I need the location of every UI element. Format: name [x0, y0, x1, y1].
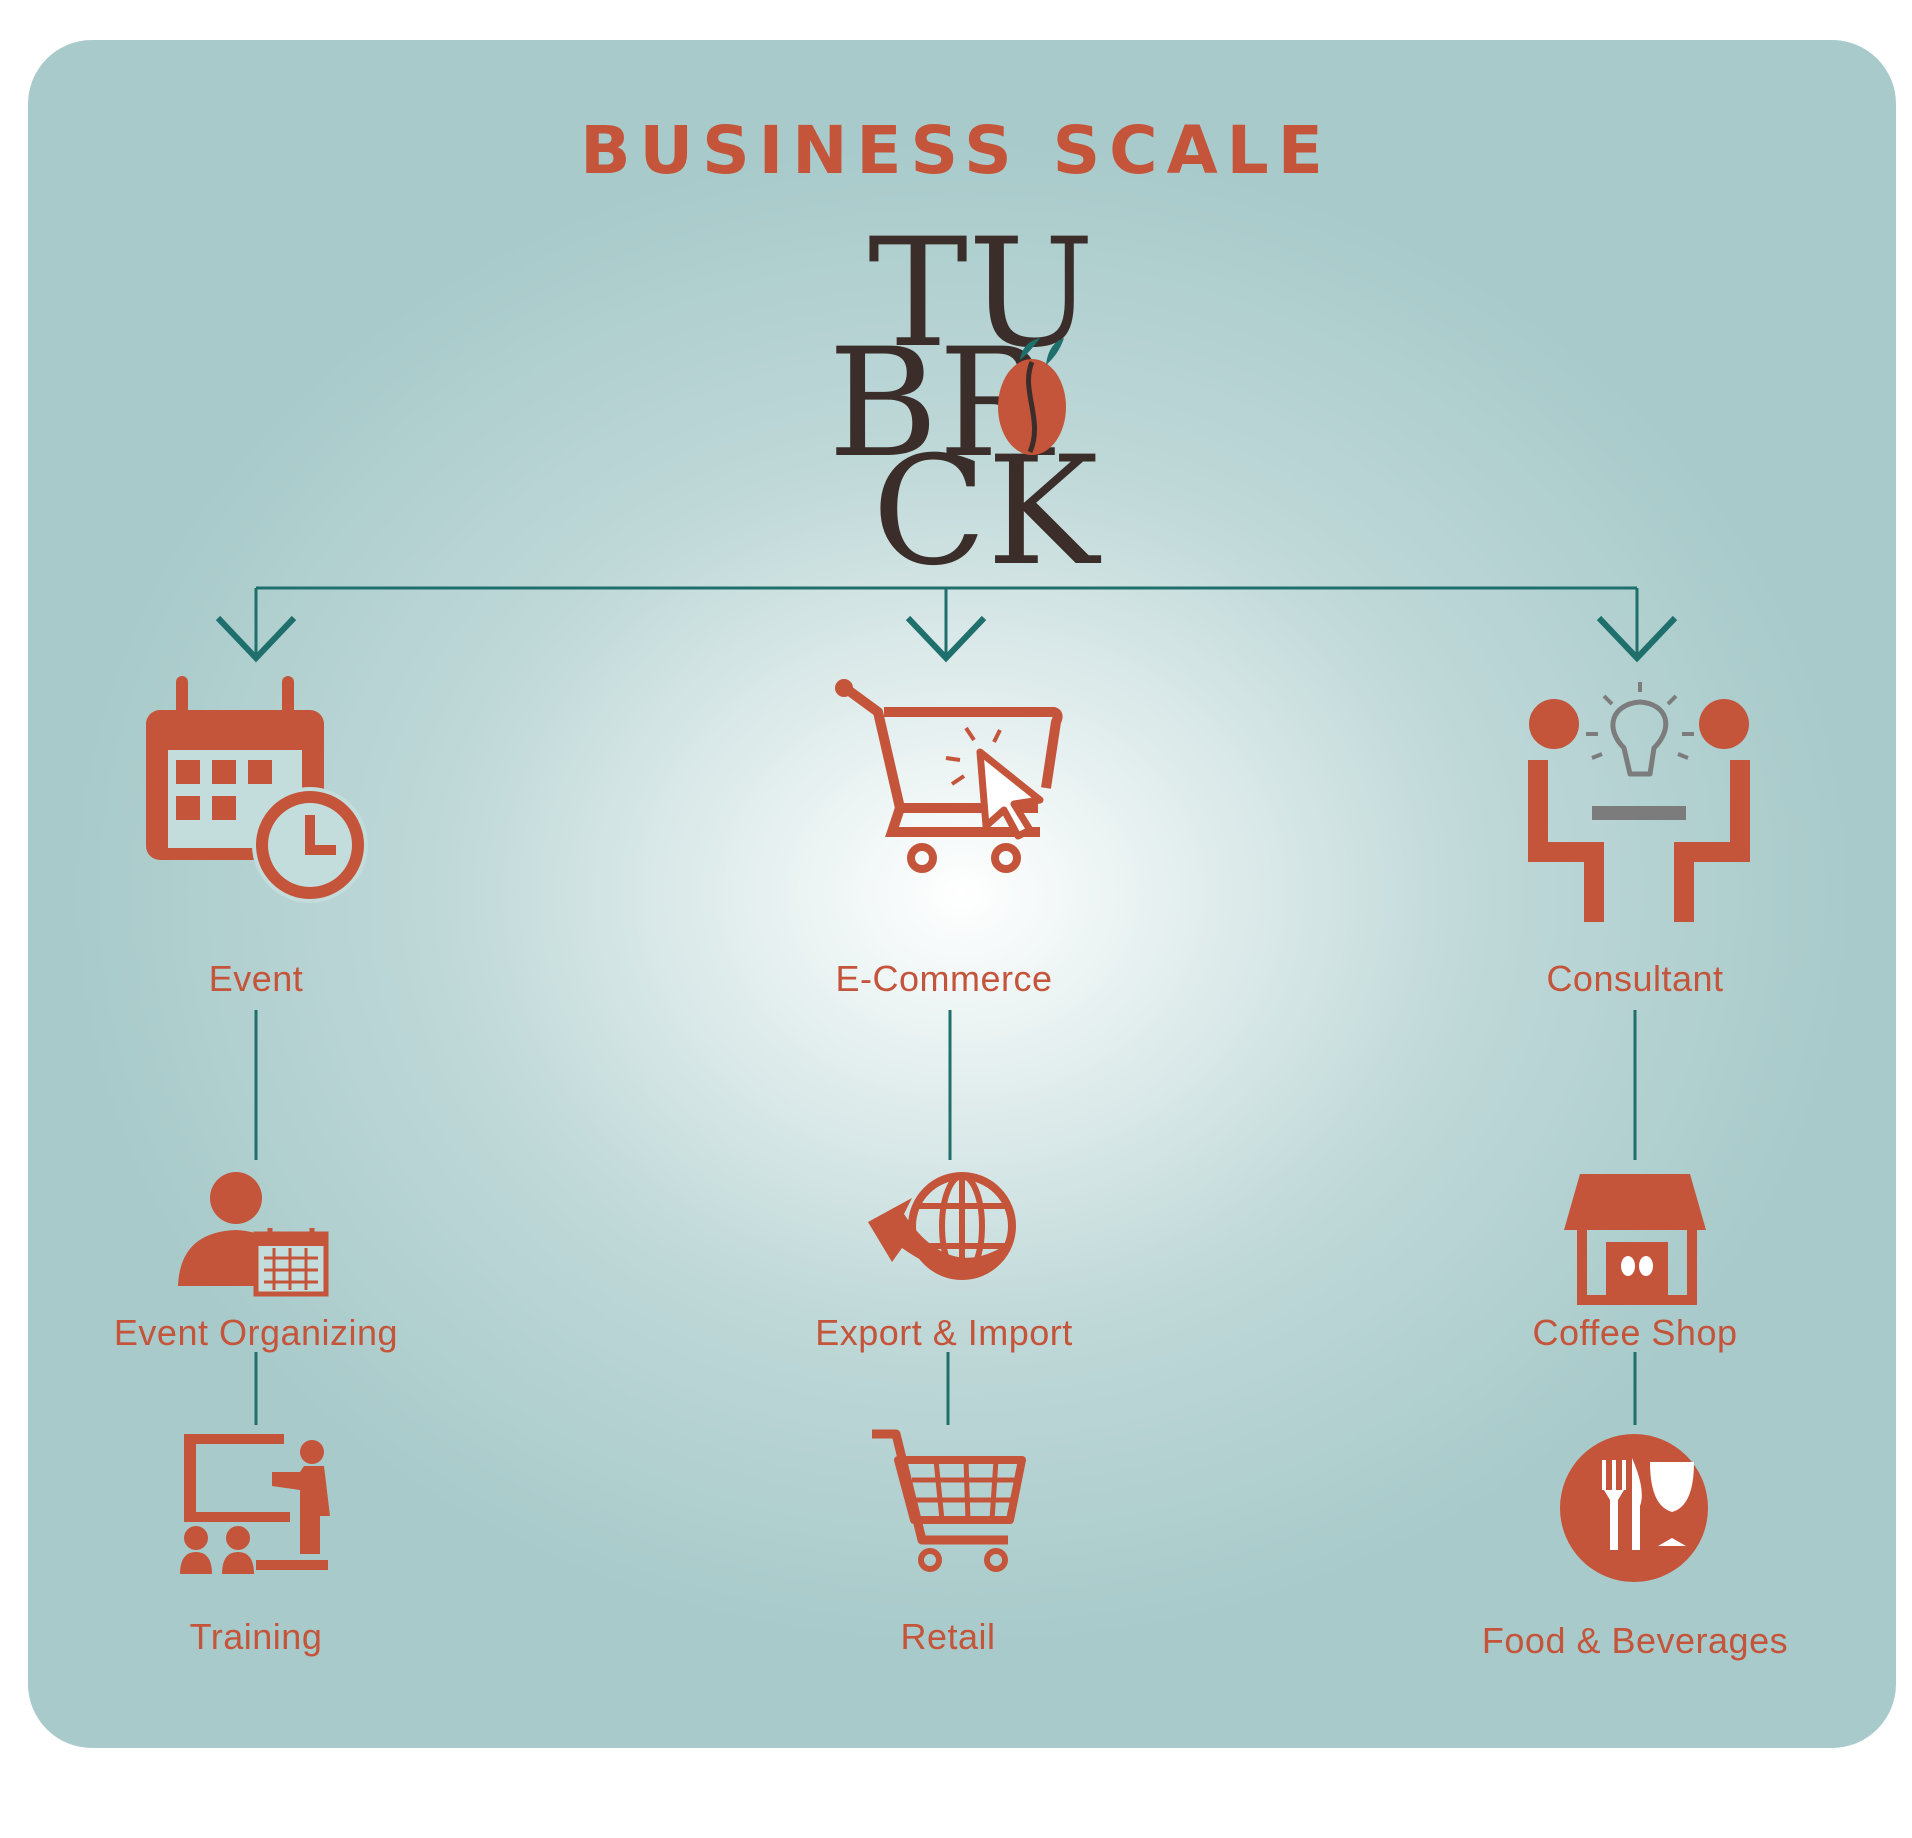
- label-training: Training: [189, 1616, 323, 1657]
- label-e-commerce: E-Commerce: [835, 958, 1053, 999]
- label-consultant: Consultant: [1546, 958, 1724, 999]
- person-calendar-icon: [178, 1172, 329, 1297]
- training-presentation-icon: [180, 1434, 330, 1574]
- tubrock-logo: TU BR CK: [828, 207, 1102, 599]
- logo-line-3: CK: [872, 425, 1102, 599]
- connectors: [215, 586, 1678, 1425]
- arrow-down-icon: [215, 615, 297, 663]
- coffee-shop-icon: [1564, 1174, 1706, 1305]
- cart-cursor-icon: [835, 679, 1063, 873]
- label-retail: Retail: [900, 1616, 996, 1657]
- shopping-cart-icon: [872, 1429, 1026, 1572]
- calendar-clock-icon: [146, 676, 368, 903]
- food-beverages-icon: [1560, 1434, 1708, 1582]
- label-export-import: Export & Import: [815, 1312, 1073, 1353]
- consultation-icon: [1528, 682, 1750, 922]
- diagram-title: BUSINESS SCALE: [580, 112, 1332, 189]
- arrow-down-icon: [905, 615, 987, 663]
- label-coffee-shop: Coffee Shop: [1532, 1312, 1738, 1353]
- globe-arrow-icon: [868, 1172, 1016, 1280]
- label-food-beverages: Food & Beverages: [1481, 1620, 1789, 1661]
- coffee-bean-icon: [998, 338, 1066, 455]
- arrow-down-icon: [1596, 615, 1678, 663]
- label-event-organizing: Event Organizing: [113, 1312, 399, 1353]
- label-event: Event: [208, 958, 304, 999]
